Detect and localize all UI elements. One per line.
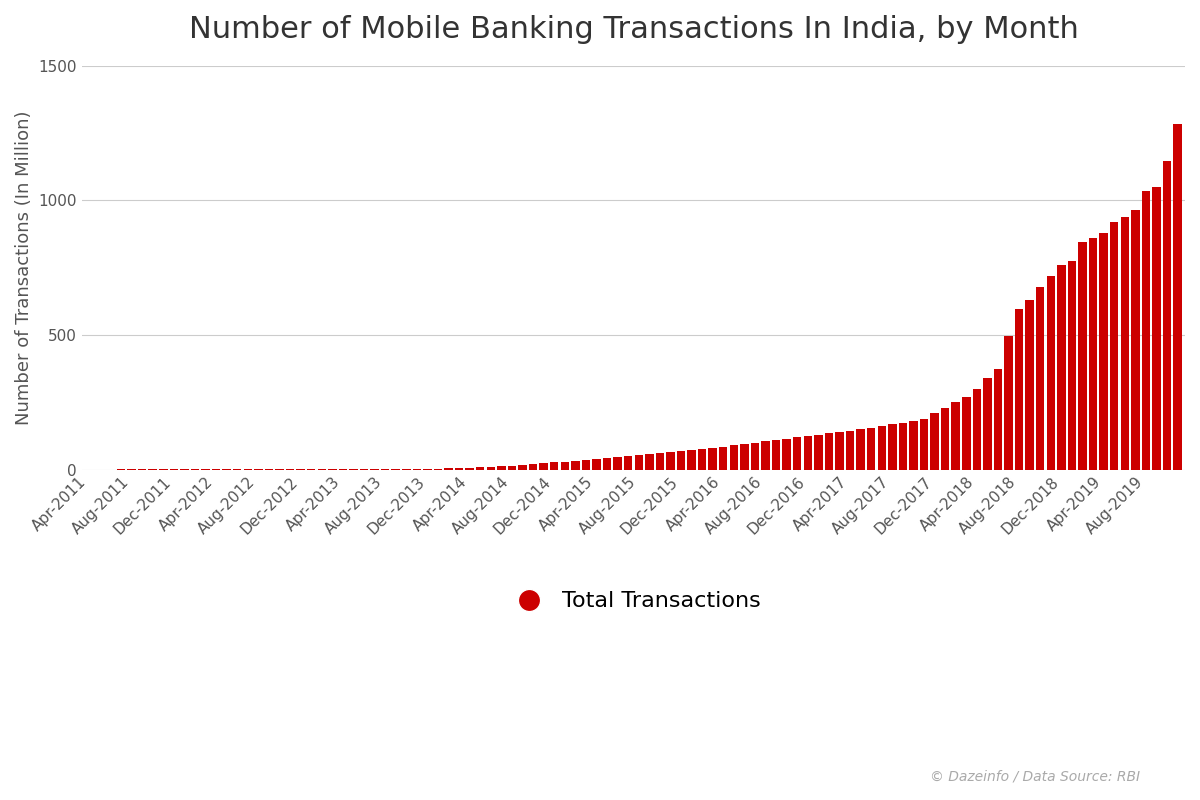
Bar [476, 467, 485, 470]
Bar [508, 466, 516, 470]
Bar [613, 457, 622, 470]
Bar [540, 463, 548, 470]
Bar [846, 430, 854, 470]
Bar [444, 468, 452, 470]
Bar [413, 469, 421, 470]
Bar [730, 446, 738, 470]
Bar [688, 450, 696, 470]
Bar [824, 434, 833, 470]
Bar [1036, 286, 1044, 470]
Bar [941, 408, 949, 470]
Bar [391, 469, 400, 470]
Bar [740, 444, 749, 470]
Bar [1163, 162, 1171, 470]
Bar [983, 378, 991, 470]
Bar [1110, 222, 1118, 470]
Bar [772, 440, 780, 470]
Bar [835, 432, 844, 470]
Bar [952, 402, 960, 470]
Bar [360, 469, 368, 470]
Bar [866, 428, 876, 470]
Bar [1152, 187, 1160, 470]
Title: Number of Mobile Banking Transactions In India, by Month: Number of Mobile Banking Transactions In… [188, 15, 1079, 44]
Bar [497, 466, 505, 470]
Bar [433, 469, 443, 470]
Bar [857, 430, 865, 470]
Bar [402, 469, 410, 470]
Bar [1046, 276, 1055, 470]
Bar [486, 466, 496, 470]
Bar [1026, 300, 1034, 470]
Bar [518, 465, 527, 470]
Bar [877, 426, 886, 470]
Bar [424, 469, 432, 470]
Bar [349, 469, 358, 470]
Bar [560, 462, 569, 470]
Bar [761, 442, 769, 470]
Bar [677, 451, 685, 470]
Bar [930, 413, 938, 470]
Bar [899, 422, 907, 470]
Bar [1068, 261, 1076, 470]
Bar [804, 436, 812, 470]
Bar [602, 458, 611, 470]
Bar [814, 434, 822, 470]
Bar [550, 462, 558, 470]
Bar [910, 421, 918, 470]
Bar [1132, 210, 1140, 470]
Bar [380, 469, 389, 470]
Bar [1057, 265, 1066, 470]
Bar [455, 468, 463, 470]
Bar [719, 447, 727, 470]
Bar [371, 469, 379, 470]
Bar [571, 461, 580, 470]
Bar [782, 438, 791, 470]
Bar [1121, 217, 1129, 470]
Bar [919, 418, 929, 470]
Bar [973, 389, 982, 470]
Bar [962, 397, 971, 470]
Bar [593, 459, 601, 470]
Bar [1004, 337, 1013, 470]
Legend: Total Transactions: Total Transactions [498, 582, 769, 620]
Bar [698, 450, 707, 470]
Bar [888, 425, 896, 470]
Bar [751, 442, 760, 470]
Bar [624, 456, 632, 470]
Bar [655, 453, 664, 470]
Bar [646, 454, 654, 470]
Bar [529, 464, 538, 470]
Bar [1174, 124, 1182, 470]
Bar [1079, 242, 1087, 470]
Bar [994, 369, 1002, 470]
Bar [1141, 191, 1150, 470]
Bar [466, 468, 474, 470]
Bar [635, 455, 643, 470]
Bar [708, 448, 716, 470]
Bar [1099, 233, 1108, 470]
Y-axis label: Number of Transactions (In Million): Number of Transactions (In Million) [16, 110, 34, 425]
Bar [1015, 310, 1024, 470]
Bar [582, 460, 590, 470]
Bar [666, 452, 674, 470]
Bar [1088, 238, 1097, 470]
Text: © Dazeinfo / Data Source: RBI: © Dazeinfo / Data Source: RBI [930, 770, 1140, 784]
Bar [793, 438, 802, 470]
